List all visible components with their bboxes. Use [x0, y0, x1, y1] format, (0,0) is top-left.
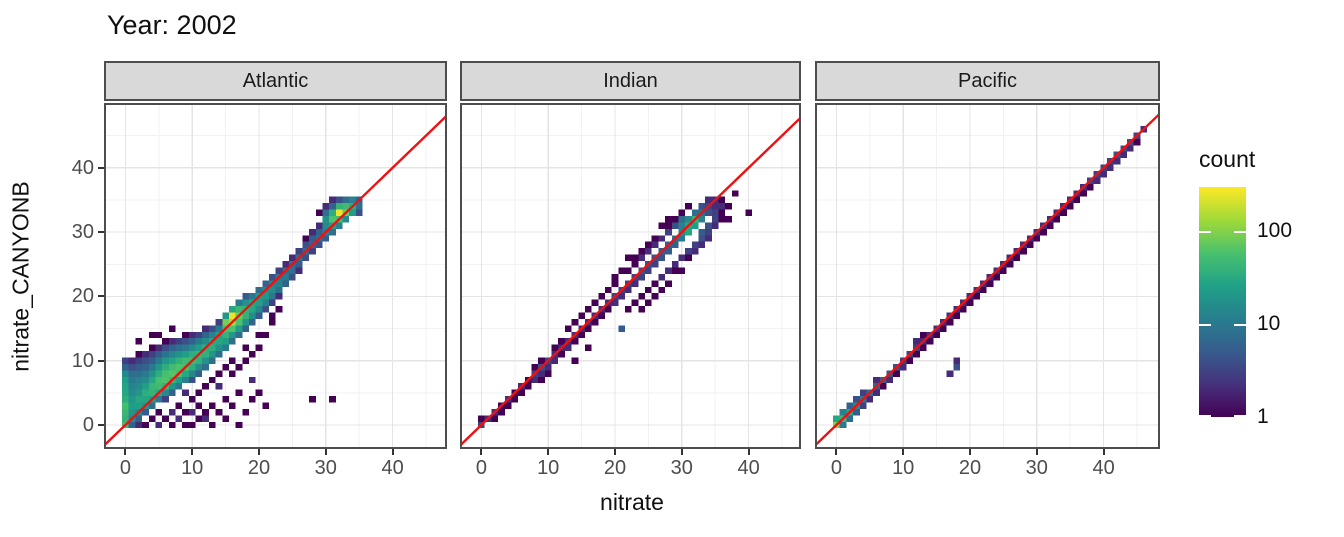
x-tick-label: 10	[181, 457, 204, 479]
x-tick-mark	[747, 449, 750, 455]
facet-strip: Atlantic	[104, 61, 447, 101]
y-tick-mark	[98, 166, 104, 169]
x-tick-mark	[480, 449, 483, 455]
x-tick-mark	[1102, 449, 1105, 455]
y-tick-mark	[98, 231, 104, 234]
legend: count 100 10 1	[1199, 146, 1292, 428]
y-tick-label: 10	[71, 349, 94, 372]
x-tick-mark	[614, 449, 616, 455]
x-tick-label: 30	[314, 457, 337, 479]
x-tick-label: 20	[247, 457, 271, 479]
panel-plot-area	[104, 103, 447, 449]
x-tick-label: 30	[670, 457, 693, 479]
x-tick-label: 10	[537, 457, 560, 479]
x-tick-label: 0	[830, 457, 842, 479]
x-tick-mark	[547, 449, 550, 455]
legend-tick-mark	[1199, 415, 1211, 417]
identity-line	[460, 115, 801, 448]
x-tick-label: 30	[1025, 457, 1048, 479]
legend-tick-mark	[1234, 231, 1246, 234]
facet-strip: Pacific	[815, 61, 1160, 101]
x-tick-mark	[191, 449, 194, 455]
facet-strip: Indian	[460, 61, 801, 101]
facet-strip-label: Pacific	[958, 69, 1017, 92]
bin-tiles	[122, 196, 363, 429]
legend-tick-label: 100	[1257, 219, 1293, 243]
legend-tick-label: 1	[1257, 405, 1269, 428]
x-tick-mark	[1035, 449, 1038, 455]
x-tick-label: 40	[1092, 457, 1115, 479]
x-tick-mark	[124, 449, 127, 455]
facet-strip-label: Atlantic	[242, 69, 309, 92]
grid-major	[460, 103, 801, 449]
legend-tick-mark	[1234, 415, 1246, 417]
x-tick-mark	[902, 449, 905, 455]
legend-tick-mark	[1234, 324, 1246, 327]
legend-title: count	[1199, 146, 1256, 172]
x-tick-label: 0	[119, 457, 131, 479]
identity-line	[104, 113, 447, 448]
panel-border	[460, 103, 801, 449]
legend-tick-label: 10	[1257, 312, 1281, 336]
legend-colorbar: 100 10 1	[1199, 187, 1292, 428]
facet-strip-label: Indian	[603, 69, 658, 92]
y-axis-title: nitrate_CANYONB	[7, 180, 34, 372]
y-tick-mark	[98, 359, 104, 362]
y-tick-label: 40	[71, 156, 94, 179]
x-tick-label: 10	[892, 457, 915, 479]
x-tick-mark	[391, 449, 394, 455]
y-tick-label: 0	[82, 414, 94, 436]
identity-line	[815, 111, 1160, 448]
panel-border	[815, 103, 1160, 449]
panel-plot-area	[460, 103, 801, 449]
x-tick-label: 40	[381, 457, 404, 479]
x-tick-mark	[835, 449, 838, 455]
panel-plot-area	[815, 103, 1160, 449]
x-tick-mark	[680, 449, 683, 455]
x-tick-label: 40	[737, 457, 760, 479]
x-tick-label: 0	[475, 457, 487, 479]
legend-tick-mark	[1199, 231, 1211, 234]
y-tick-mark	[98, 424, 104, 426]
x-tick-mark	[324, 449, 327, 455]
y-tick-label: 20	[71, 285, 94, 308]
x-axis-title: nitrate	[600, 489, 664, 515]
x-tick-mark	[258, 449, 260, 455]
x-tick-mark	[969, 449, 971, 455]
y-tick-label: 30	[71, 221, 94, 244]
plot-title: Year: 2002	[107, 10, 237, 40]
x-tick-label: 20	[958, 457, 982, 479]
panel-border	[104, 103, 447, 449]
legend-tick-mark	[1199, 324, 1211, 327]
x-tick-label: 20	[603, 457, 627, 479]
grid-minor	[460, 103, 801, 449]
y-tick-mark	[98, 295, 104, 298]
